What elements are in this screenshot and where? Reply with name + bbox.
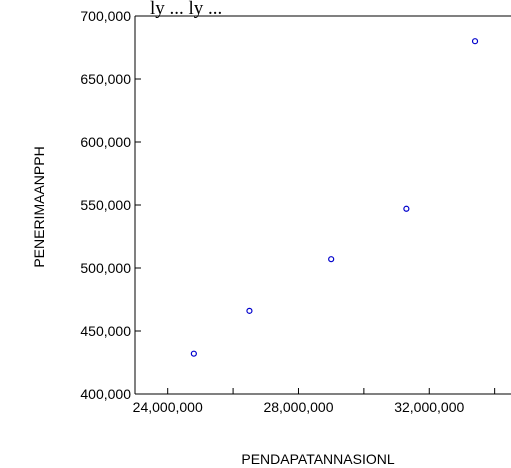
- y-axis-ticks: 400,000 450,000 500,000 550,000 600,000 650,0…: [80, 8, 141, 402]
- y-tick-label: 450,000: [80, 323, 131, 339]
- data-point: [403, 205, 410, 212]
- y-tick-label: 700,000: [80, 8, 131, 24]
- plot-frame: [134, 15, 511, 395]
- y-tick-label: 550,000: [80, 197, 131, 213]
- cropped-heading-fragment: ly ... ly ...: [150, 0, 222, 19]
- x-tick-label: 32,000,000: [394, 399, 464, 415]
- y-tick-label: 500,000: [80, 260, 131, 276]
- x-tick-label: 24,000,000: [133, 399, 203, 415]
- x-axis-title: PENDAPATANNASIONL: [241, 451, 394, 467]
- y-tick-label: 600,000: [80, 134, 131, 150]
- data-point: [471, 38, 479, 45]
- y-tick-label: 400,000: [80, 386, 131, 402]
- x-axis-ticks: 24,000,000 28,000,000 32,000,000: [133, 388, 496, 415]
- x-tick-label: 28,000,000: [263, 399, 333, 415]
- y-axis-title: PENERIMAANPPH: [31, 146, 47, 267]
- y-tick-label: 650,000: [80, 71, 131, 87]
- data-point: [190, 350, 197, 357]
- data-point: [328, 256, 335, 263]
- data-points: [190, 38, 479, 357]
- data-point: [246, 307, 253, 314]
